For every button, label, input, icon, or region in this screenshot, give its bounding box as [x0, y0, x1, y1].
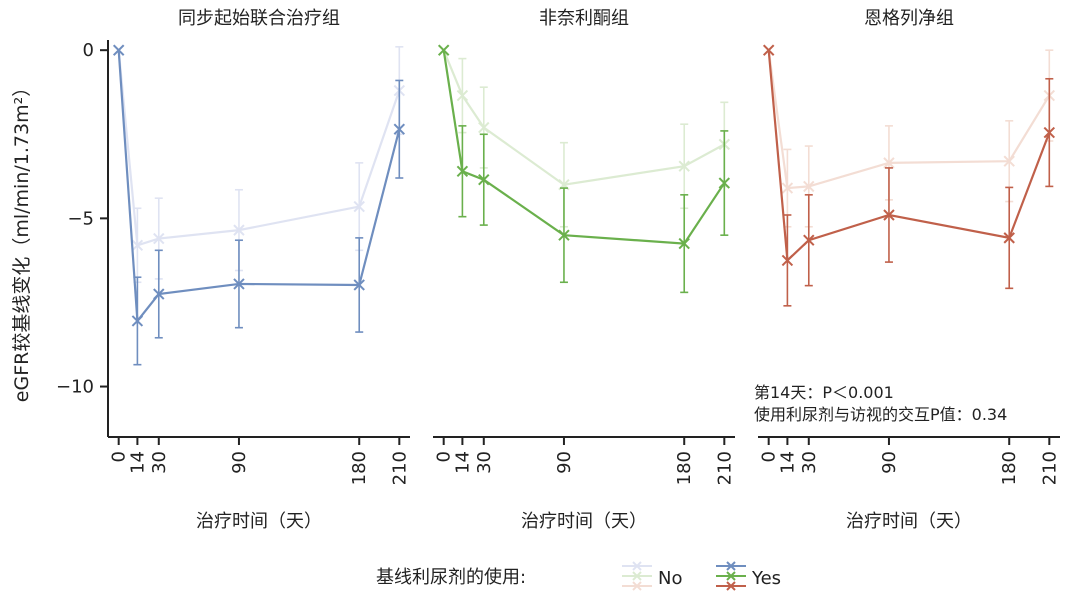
series-no	[112, 44, 406, 284]
data-point	[883, 157, 895, 169]
y-tick-label: −5	[67, 208, 94, 229]
data-point	[1003, 232, 1015, 244]
data-point	[678, 160, 690, 172]
panel-title: 非奈利酮组	[539, 8, 629, 29]
data-point	[233, 224, 245, 236]
series-line	[442, 49, 725, 186]
data-point	[558, 229, 570, 241]
data-point	[718, 177, 731, 189]
data-point	[456, 165, 469, 177]
series-yes	[437, 44, 731, 294]
data-point	[762, 44, 775, 56]
x-tick-label: 180	[349, 451, 370, 485]
legend-swatch	[716, 561, 746, 571]
data-point	[233, 278, 245, 290]
data-point	[353, 279, 365, 291]
y-tick-label: 0	[83, 40, 94, 61]
legend: 基线利尿剂的使用: No Yes	[376, 561, 781, 591]
legend-title: 基线利尿剂的使用:	[376, 567, 526, 588]
legend-swatch	[622, 561, 652, 571]
x-tick-label: 90	[229, 451, 250, 474]
series-no	[762, 44, 1056, 228]
panel-title: 恩格列净组	[864, 8, 954, 29]
x-tick-label: 0	[109, 451, 130, 462]
data-point	[131, 239, 144, 251]
series-line	[767, 50, 1051, 263]
series-yes	[112, 44, 406, 366]
legend-swatch	[622, 581, 652, 591]
data-point	[437, 44, 450, 56]
series-line	[442, 50, 726, 245]
x-tick-label: 14	[127, 451, 148, 474]
data-point	[393, 123, 406, 135]
series-line	[117, 50, 401, 247]
panel-title: 同步起始联合治疗组	[178, 8, 340, 29]
data-point	[1043, 126, 1056, 139]
x-axis-label: 治疗时间（天）	[196, 511, 322, 532]
data-point	[353, 200, 365, 213]
data-point	[883, 209, 895, 221]
data-point	[153, 232, 165, 245]
series-yes	[762, 44, 1056, 307]
legend-swatch	[716, 581, 746, 591]
panel-2: 非奈利酮组 014 30 90 180 210 治疗时间（天）	[433, 8, 735, 532]
series-line	[117, 50, 401, 324]
data-point	[803, 180, 815, 193]
x-tick-label: 30	[474, 451, 495, 474]
data-point	[803, 234, 815, 246]
x-tick-label: 14	[777, 451, 798, 474]
data-point	[456, 89, 469, 102]
x-tick-label: 210	[714, 451, 735, 485]
x-tick-label: 14	[452, 451, 473, 474]
data-point	[153, 288, 165, 300]
data-point	[478, 173, 490, 186]
legend-entry-yes: Yes	[716, 561, 781, 591]
legend-entry-no: No	[622, 561, 682, 591]
x-tick-label: 90	[879, 451, 900, 474]
x-tick-label: 0	[434, 451, 455, 462]
x-tick-label: 0	[759, 451, 780, 462]
x-tick-label: 90	[554, 451, 575, 474]
x-tick-label: 180	[999, 451, 1020, 485]
panel-3: 恩格列净组 014 30 90 180 210 治疗时间（天）	[758, 8, 1060, 532]
series-line	[767, 50, 1051, 190]
annotation-line-2: 使用利尿剂与访视的交互P值：0.34	[754, 405, 1007, 424]
y-tick-label: −10	[56, 377, 94, 398]
series-no	[437, 44, 731, 228]
x-tick-label: 210	[1039, 451, 1060, 485]
legend-swatch	[716, 571, 746, 581]
y-axis-label: eGFR较基线变化（ml/min/1.73m²）	[11, 78, 33, 402]
annotation-line-1: 第14天：P＜0.001	[754, 383, 894, 402]
data-point	[781, 182, 794, 194]
data-point	[678, 237, 690, 250]
x-tick-label: 30	[799, 451, 820, 474]
data-point	[112, 44, 125, 56]
legend-label: No	[658, 568, 682, 589]
x-axis-label: 治疗时间（天）	[521, 511, 647, 532]
x-axis-label: 治疗时间（天）	[846, 511, 972, 532]
x-tick-label: 30	[149, 451, 170, 474]
data-point	[1003, 155, 1015, 167]
legend-label: Yes	[751, 568, 781, 589]
legend-swatch	[622, 571, 652, 581]
data-point	[131, 315, 144, 327]
x-tick-label: 180	[674, 451, 695, 485]
data-point	[781, 254, 794, 267]
data-point	[478, 121, 490, 134]
x-tick-label: 210	[389, 451, 410, 485]
